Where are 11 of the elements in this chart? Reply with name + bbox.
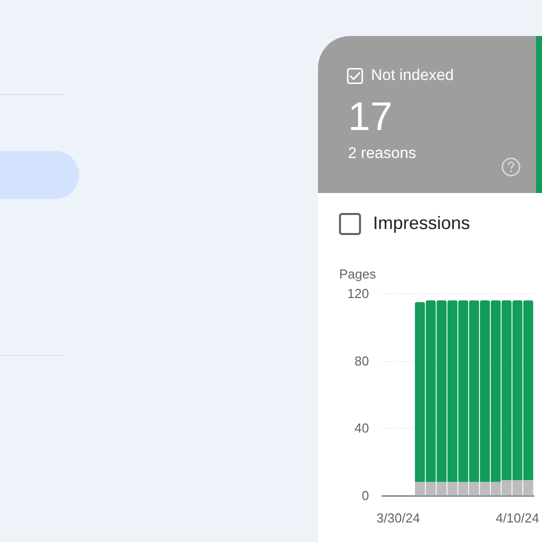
y-tick-label: 0 [362,488,369,503]
y-tick-label: 120 [347,286,369,302]
text: Not indexed [371,67,454,84]
text: 17 [348,95,392,139]
y-tick-label: 80 [354,353,369,368]
x-tick-label: 3/30/24 [376,510,420,526]
x-tick-label: 4/10/24 [496,510,540,526]
y-axis-title: Pages [339,266,376,282]
y-tick-label: 40 [354,420,369,436]
text: 2 reasons [348,145,416,162]
text: Impressions [373,213,470,233]
